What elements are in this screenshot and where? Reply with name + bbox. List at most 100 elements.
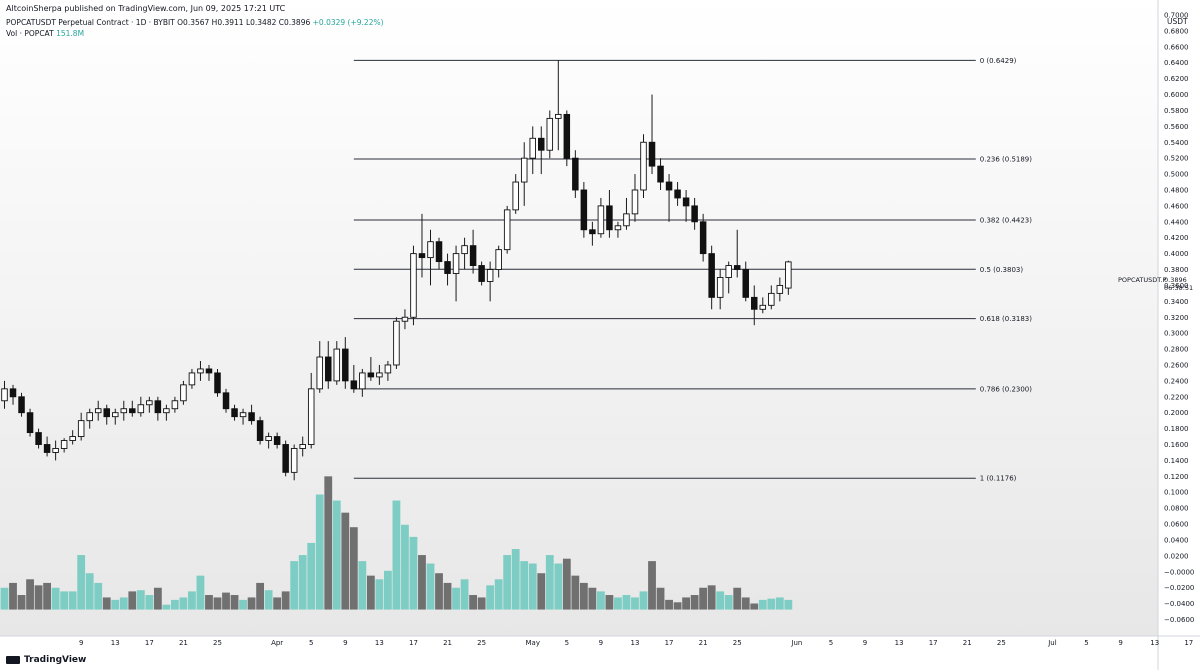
- volume-bar: [571, 575, 580, 610]
- price-tick-label: 0.0200: [1164, 552, 1189, 560]
- candle-body: [333, 348, 341, 382]
- time-tick-label: 21: [963, 639, 972, 647]
- fib-retracement[interactable]: 0 (0.6429) 0.236 (0.5189) 0.382 (0.4423) 0.…: [353, 57, 1032, 483]
- candle-body: [214, 372, 221, 394]
- time-tick-label: 13: [111, 639, 120, 647]
- price-tick-label: 0.6600: [1164, 43, 1189, 51]
- price-tick-label: 0.5400: [1164, 139, 1189, 147]
- candle-body: [742, 269, 749, 298]
- candle-body: [112, 412, 119, 418]
- volume-bar: [290, 561, 299, 610]
- volume-bar: [51, 587, 60, 610]
- candle-body: [597, 205, 605, 235]
- price-tick-label: 0.7000: [1164, 12, 1189, 20]
- candle-body: [538, 137, 545, 151]
- candle-body: [290, 448, 298, 473]
- candle-body: [69, 436, 76, 441]
- candle-body: [759, 304, 767, 310]
- volume-bar: [614, 597, 622, 610]
- volume-legend[interactable]: Vol · POPCAT 151.8M: [6, 29, 84, 38]
- volume-bar: [17, 595, 26, 610]
- time-tick-label: 21: [179, 639, 188, 647]
- time-tick-label: 5: [829, 639, 833, 647]
- candle-body: [699, 221, 707, 255]
- candle-body: [563, 113, 571, 159]
- candle-body: [520, 157, 528, 183]
- price-tick-label: 0.3400: [1164, 298, 1189, 306]
- volume-bar: [375, 579, 384, 610]
- candle-body: [768, 292, 775, 306]
- price-tick-label: 0.5000: [1164, 171, 1189, 179]
- volume-bar: [460, 579, 469, 610]
- candle-body: [9, 388, 17, 398]
- candle-body: [77, 420, 85, 438]
- volume-bar: [349, 527, 358, 610]
- candle-body: [316, 356, 323, 390]
- price-tick-label: −0.0200: [1164, 584, 1194, 592]
- volume-bar: [102, 597, 111, 610]
- candle-body: [640, 141, 647, 191]
- volume-bar: [409, 536, 418, 610]
- volume-bar: [307, 542, 316, 610]
- volume-bar: [469, 595, 477, 610]
- time-tick-label: Jun: [790, 639, 802, 647]
- candle-body: [546, 117, 554, 151]
- candle-body: [580, 189, 588, 231]
- candle-body: [478, 265, 485, 282]
- price-tick-label: 0.3600: [1164, 282, 1189, 290]
- time-tick-label: 17: [1184, 639, 1193, 647]
- volume-bar: [520, 561, 529, 610]
- candle-body: [188, 372, 196, 386]
- volume-bar: [665, 599, 673, 610]
- price-tick-label: 0.0800: [1164, 505, 1189, 513]
- time-tick-label: 5: [1084, 639, 1088, 647]
- volume-bar: [707, 585, 716, 610]
- candle-body: [469, 245, 477, 266]
- candle-body: [171, 400, 179, 410]
- time-tick-label: 17: [665, 639, 674, 647]
- volume-bar: [281, 591, 290, 610]
- volume-bar: [9, 582, 17, 610]
- price-axis[interactable]: 0.7000 0.6800 0.6600 0.6400 0.6200 0.6000 0.58…: [1164, 12, 1194, 625]
- candle-body: [120, 408, 128, 414]
- price-tick-label: 0.2400: [1164, 377, 1189, 385]
- time-tick-label: 25: [213, 639, 222, 647]
- candle-body: [26, 412, 34, 434]
- price-tick-label: 0.2200: [1164, 393, 1189, 401]
- candle-body: [631, 189, 639, 215]
- volume-bar: [477, 597, 486, 610]
- volume-bar: [153, 587, 162, 610]
- publisher-line: AltcoinSherpa published on TradingView.c…: [6, 4, 286, 13]
- time-axis[interactable]: 9 13 17 21 25 Apr 5 9 13 17 21 25 May 5 9 13 17 21 25 Jun 5 9…: [79, 639, 1193, 647]
- candle-body: [418, 253, 426, 259]
- volume-bar: [562, 558, 571, 610]
- candle-body: [393, 320, 400, 366]
- time-tick-label: 13: [375, 639, 384, 647]
- volume-bar: [639, 591, 648, 610]
- tradingview-logo-text: TradingView: [24, 655, 87, 665]
- candle-body: [197, 368, 204, 374]
- candle-body: [60, 440, 68, 449]
- candle-body: [716, 277, 724, 298]
- candle-body: [495, 249, 502, 270]
- time-tick-label: Apr: [271, 639, 283, 647]
- candle-body: [452, 253, 460, 274]
- symbol-legend[interactable]: POPCATUSDT Perpetual Contract · 1D · BYB…: [6, 18, 384, 27]
- bar-countdown: 06:38:51: [1164, 284, 1193, 292]
- candle-body: [1, 388, 8, 402]
- volume-bar: [528, 563, 537, 610]
- volume-bar: [537, 573, 546, 610]
- candle-body: [623, 213, 630, 227]
- candle-body: [384, 364, 392, 374]
- candle-body: [733, 265, 741, 270]
- candle-body: [52, 448, 59, 453]
- candle-body: [657, 165, 664, 183]
- volume-bar: [648, 561, 656, 610]
- price-axis-unit: USDT: [1167, 17, 1188, 26]
- candle-body: [325, 356, 332, 382]
- candle-body: [18, 396, 25, 414]
- candle-body: [486, 269, 494, 282]
- volume-bar: [452, 587, 460, 610]
- fib-level-label: 0.786 (0.2300): [980, 385, 1032, 393]
